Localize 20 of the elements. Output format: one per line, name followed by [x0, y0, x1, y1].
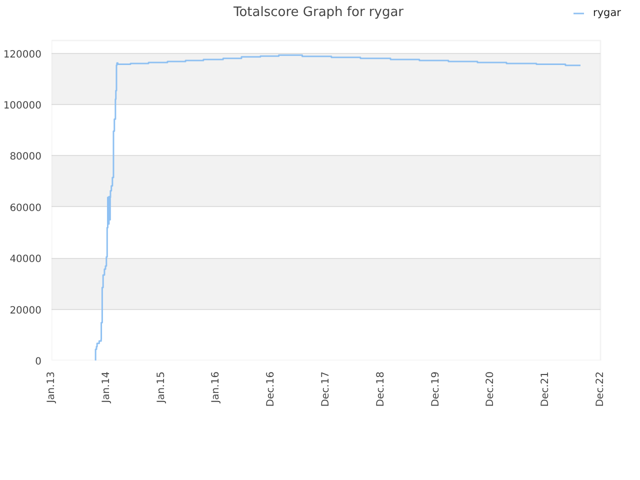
x-tick-label: Dec.17 — [320, 371, 332, 407]
x-tick-label: Dec.20 — [485, 371, 496, 407]
x-tick-label: Jan.14 — [100, 371, 112, 404]
y-tick-label: 80000 — [10, 152, 42, 163]
x-tick-label: Dec.19 — [430, 371, 442, 407]
y-tick-label: 20000 — [10, 305, 42, 316]
y-tick-label: 40000 — [10, 254, 42, 266]
y-tick-label: 0 — [35, 356, 42, 368]
x-tick-label: Dec.16 — [266, 371, 277, 407]
x-tick-label: Dec.22 — [595, 371, 606, 407]
legend-label: rygar — [593, 7, 621, 19]
x-tick-label: Jan.16 — [210, 371, 222, 404]
x-tick-label: Dec.21 — [540, 371, 552, 407]
x-tick-label: Jan.13 — [46, 371, 57, 404]
x-tick-label: Dec.18 — [375, 371, 386, 407]
y-tick-label: 100000 — [3, 100, 42, 112]
y-tick-label: 120000 — [3, 49, 42, 60]
y-tick-label: 60000 — [10, 202, 42, 214]
chart-title: Totalscore Graph for rygar — [232, 5, 404, 20]
x-tick-label: Jan.15 — [156, 371, 167, 404]
